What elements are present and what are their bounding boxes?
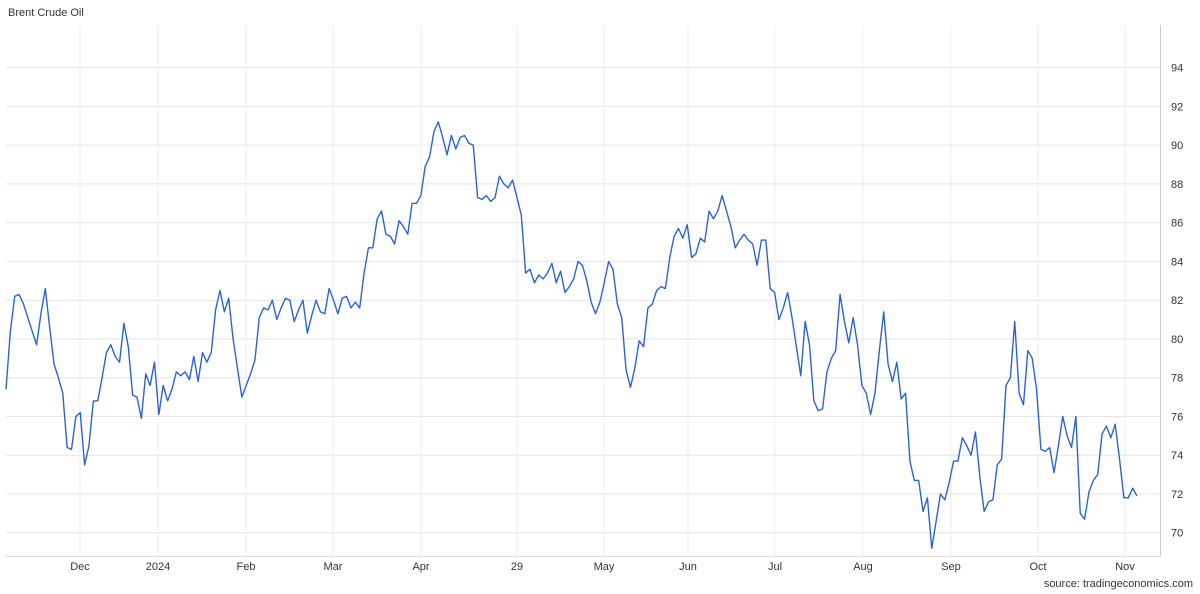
x-axis-tick-labels: Dec 2024 Feb Mar Apr 29 May Jun Jul Aug Sep Oct Nov: [70, 561, 1135, 573]
x-tick-label: Apr: [412, 561, 429, 573]
x-tick-label: 29: [511, 561, 523, 573]
y-tick-label: 74: [1171, 450, 1183, 462]
series-line: [5, 121, 1138, 549]
x-tick-label: Oct: [1029, 561, 1046, 573]
x-tick-label: Nov: [1115, 561, 1135, 573]
x-tick-label: Sep: [941, 561, 961, 573]
y-tick-label: 88: [1171, 179, 1183, 191]
grid-lines: [6, 25, 1160, 556]
axes: [6, 25, 1161, 557]
x-tick-label: Jun: [679, 561, 697, 573]
y-axis-tick-labels: 70 72 74 76 78 80 82 84 86 88 90 92 94: [1171, 63, 1183, 540]
y-tick-label: 72: [1171, 489, 1183, 501]
source-label: source: tradingeconomics.com: [1043, 578, 1193, 590]
chart-title: Brent Crude Oil: [8, 7, 84, 19]
x-tick-label: May: [594, 561, 615, 573]
y-tick-label: 84: [1171, 256, 1183, 268]
y-tick-label: 86: [1171, 218, 1183, 230]
series-layer: [5, 121, 1138, 549]
x-tick-label: Aug: [853, 561, 873, 573]
y-tick-label: 82: [1171, 295, 1183, 307]
y-tick-label: 76: [1171, 411, 1183, 423]
x-tick-label: Dec: [70, 561, 90, 573]
y-tick-label: 92: [1171, 101, 1183, 113]
y-tick-label: 78: [1171, 373, 1183, 385]
x-tick-label: Jul: [768, 561, 782, 573]
y-tick-label: 70: [1171, 528, 1183, 540]
y-tick-label: 80: [1171, 334, 1183, 346]
y-tick-label: 94: [1171, 63, 1183, 75]
y-tick-label: 90: [1171, 140, 1183, 152]
x-tick-label: Feb: [237, 561, 256, 573]
x-tick-label: Mar: [324, 561, 343, 573]
x-tick-label: 2024: [146, 561, 170, 573]
